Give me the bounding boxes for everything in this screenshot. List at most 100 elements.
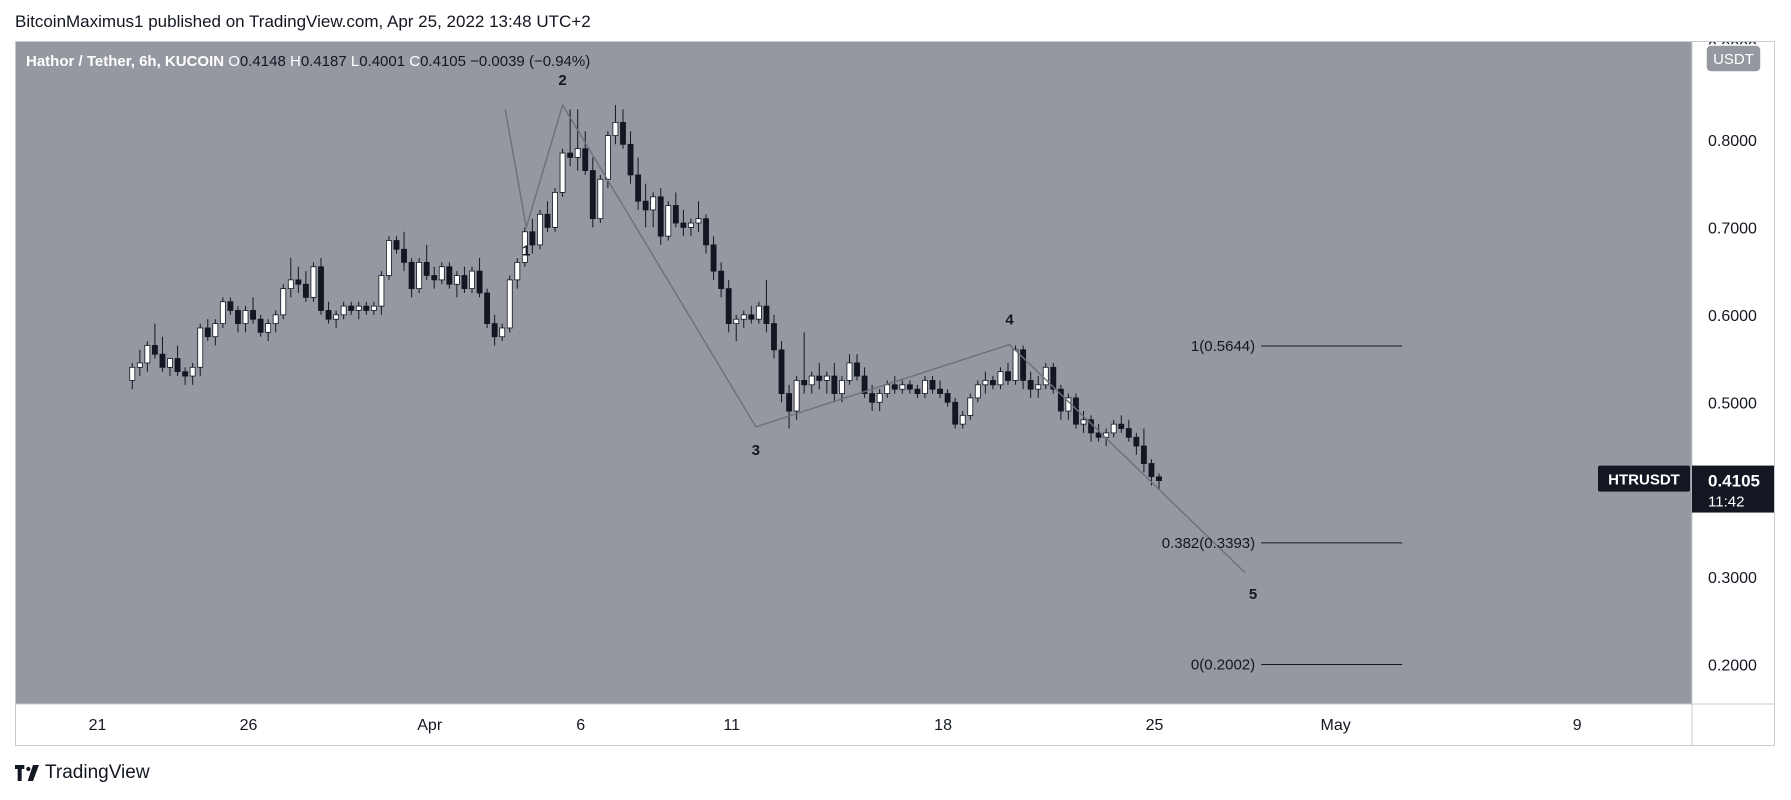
time-tick-label: May bbox=[1321, 717, 1351, 734]
candle-body bbox=[529, 231, 536, 246]
candle-body bbox=[484, 292, 491, 324]
candle-body bbox=[710, 244, 717, 272]
candle-body bbox=[567, 152, 574, 158]
candle-body bbox=[537, 213, 543, 246]
time-tick-label: 25 bbox=[1146, 717, 1164, 734]
candle-body bbox=[582, 148, 589, 171]
candle-body bbox=[310, 266, 317, 298]
legend-change: −0.0039 (−0.94%) bbox=[470, 53, 590, 70]
candle-body bbox=[823, 375, 830, 381]
candle-body bbox=[1125, 428, 1132, 438]
legend-title: Hathor / Tether, 6h, KUCOIN bbox=[26, 53, 228, 70]
candle-body bbox=[348, 305, 355, 311]
candle-body bbox=[793, 380, 800, 412]
candle-body bbox=[1156, 476, 1162, 481]
candle-body bbox=[1005, 371, 1011, 381]
chart-frame[interactable]: 1 2 3 4 5 1(0.5644) 0.382(0.3393) 0(0.2002) 0.80… bbox=[15, 41, 1775, 746]
time-tick-label: 26 bbox=[240, 717, 258, 734]
time-axis-area[interactable] bbox=[16, 704, 1774, 745]
wave-label-3: 3 bbox=[752, 442, 760, 459]
candle-body bbox=[854, 362, 860, 377]
candle-body bbox=[786, 393, 792, 412]
candle-body bbox=[280, 288, 287, 316]
fib-level-label: 0(0.2002) bbox=[1191, 656, 1255, 673]
candle-body bbox=[514, 261, 521, 281]
candle-body bbox=[808, 375, 815, 386]
candle-body bbox=[423, 261, 430, 276]
legend-key-L: L bbox=[351, 53, 359, 70]
price-axis-area[interactable] bbox=[1692, 42, 1774, 704]
candle-body bbox=[1020, 349, 1027, 381]
candle-body bbox=[703, 218, 709, 246]
candle-body bbox=[929, 380, 936, 390]
candle-body bbox=[1035, 384, 1042, 390]
candle-body bbox=[235, 310, 241, 324]
candle-body bbox=[597, 178, 604, 220]
candle-body bbox=[174, 358, 181, 373]
candle-body bbox=[363, 305, 370, 311]
time-tick-label: 9 bbox=[1573, 717, 1582, 734]
candle-body bbox=[431, 275, 438, 281]
candle-body bbox=[242, 310, 249, 324]
candle-body bbox=[151, 345, 158, 355]
candle-body bbox=[763, 305, 770, 324]
legend-value-O: 0.4148 bbox=[240, 53, 290, 70]
candle-body bbox=[884, 384, 891, 394]
legend-value-H: 0.4187 bbox=[301, 53, 351, 70]
countdown-value: 11:42 bbox=[1708, 494, 1744, 511]
price-tick-label: 0.8000 bbox=[1708, 133, 1757, 150]
candle-body bbox=[189, 366, 196, 377]
candle-body bbox=[635, 174, 642, 202]
candle-body bbox=[1110, 423, 1117, 434]
candle-body bbox=[167, 358, 173, 368]
candle-body bbox=[219, 301, 226, 324]
candle-body bbox=[688, 222, 694, 228]
candle-body bbox=[355, 305, 362, 311]
candle-body bbox=[370, 305, 377, 311]
fib-level-label: 0.382(0.3393) bbox=[1162, 535, 1255, 552]
publisher-line: BitcoinMaximus1 published on TradingView… bbox=[15, 12, 591, 31]
candle-body bbox=[627, 143, 634, 176]
candle-body bbox=[1057, 388, 1064, 412]
price-tick-label: 0.7000 bbox=[1708, 220, 1757, 237]
candle-body bbox=[265, 323, 272, 333]
candle-body bbox=[574, 148, 581, 158]
candle-body bbox=[899, 384, 906, 390]
candle-body bbox=[748, 314, 755, 320]
wave-label-2: 2 bbox=[558, 72, 566, 89]
candle-body bbox=[733, 318, 740, 324]
candle-body bbox=[302, 283, 309, 298]
candle-body bbox=[982, 380, 989, 386]
price-tick-label: 0.5000 bbox=[1708, 395, 1757, 412]
wave-label-5: 5 bbox=[1249, 586, 1257, 603]
candle-body bbox=[967, 397, 974, 416]
candlestick-chart[interactable]: 1 2 3 4 5 1(0.5644) 0.382(0.3393) 0(0.2002) 0.80… bbox=[16, 42, 1774, 745]
candle-body bbox=[914, 388, 921, 394]
time-tick-label: 21 bbox=[89, 717, 107, 734]
footer-brand[interactable]: TradingView bbox=[15, 762, 150, 784]
candle-body bbox=[876, 393, 883, 403]
candle-body bbox=[257, 318, 264, 333]
currency-button[interactable] bbox=[1705, 44, 1762, 73]
plot-area[interactable] bbox=[16, 42, 1692, 704]
candle-body bbox=[869, 393, 876, 403]
candle-body bbox=[544, 213, 551, 228]
candle-body bbox=[997, 371, 1004, 386]
legend-key-O: O bbox=[228, 53, 240, 70]
time-tick-label: 11 bbox=[723, 717, 740, 734]
candle-body bbox=[612, 122, 619, 136]
candle-body bbox=[680, 222, 687, 228]
candle-body bbox=[952, 401, 959, 425]
candle-body bbox=[1042, 366, 1049, 386]
candle-body bbox=[642, 200, 649, 211]
candle-body bbox=[325, 310, 332, 320]
candle-body bbox=[559, 152, 566, 193]
candle-body bbox=[386, 240, 392, 276]
candle-body bbox=[250, 310, 256, 320]
candle-body bbox=[922, 380, 928, 394]
candle-body bbox=[197, 327, 204, 368]
currency-button-label[interactable]: USDT bbox=[1713, 51, 1754, 68]
candle-body bbox=[604, 135, 611, 180]
candle-body bbox=[461, 275, 468, 290]
candle-body bbox=[1095, 432, 1102, 438]
